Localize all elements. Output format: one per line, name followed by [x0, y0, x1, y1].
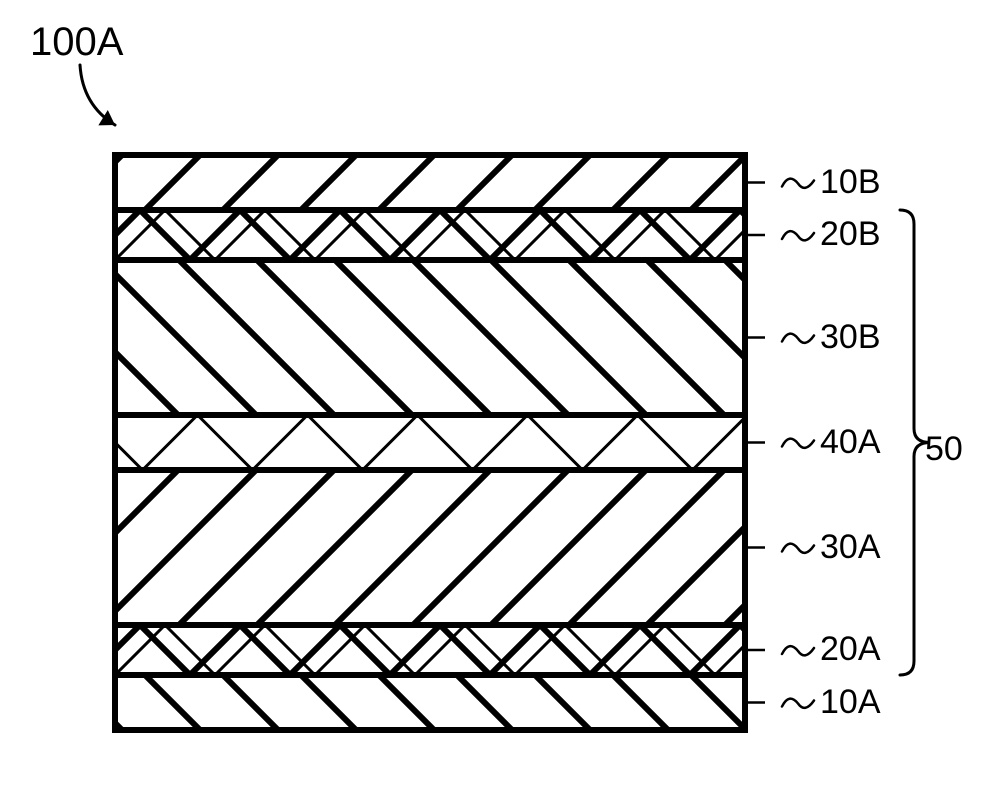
- layer-label-20A: 20A: [820, 630, 881, 669]
- layer-label-10B: 10B: [820, 163, 881, 202]
- layer-20B: [0, 210, 915, 260]
- layer-label-30A: 30A: [820, 528, 881, 567]
- layer-label-20B: 20B: [820, 215, 881, 254]
- layer-label-40A: 40A: [820, 423, 881, 462]
- layer-label-10A: 10A: [820, 683, 881, 722]
- main-ref-label: 100A: [30, 20, 123, 65]
- group-ref-label: 50: [925, 430, 963, 469]
- diagram-canvas: 100A 50 10B 20B 30B 40A 30A 20A 10A: [0, 0, 1000, 812]
- layer-40A: [0, 415, 913, 470]
- layer-20A: [0, 625, 915, 675]
- layer-label-30B: 30B: [820, 318, 881, 357]
